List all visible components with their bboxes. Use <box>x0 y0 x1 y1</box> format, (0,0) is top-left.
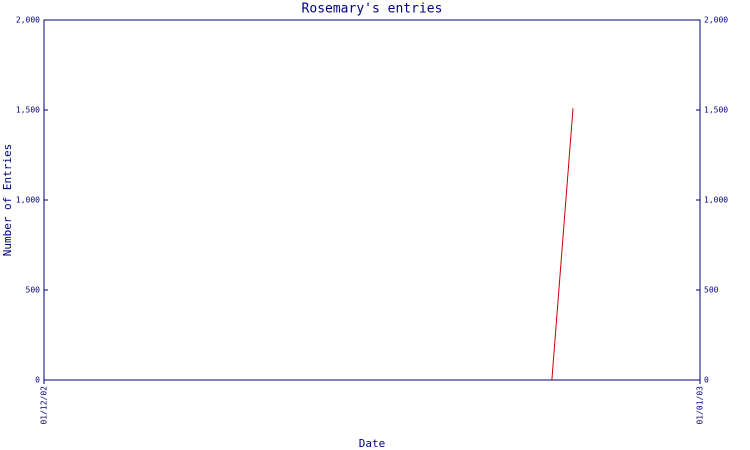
x-tick-label: 01/12/02 <box>40 386 49 425</box>
data-line <box>551 108 574 381</box>
y-tick-label: 1,500 <box>16 106 40 115</box>
x-axis-label: Date <box>359 437 386 450</box>
y2-tick-label: 2,000 <box>704 16 728 25</box>
y2-tick-label: 0 <box>704 376 709 385</box>
y-tick-label: 500 <box>26 286 41 295</box>
y-tick-label: 0 <box>35 376 40 385</box>
y-tick-label: 1,000 <box>16 196 40 205</box>
y2-tick-label: 1,000 <box>704 196 728 205</box>
y2-tick-label: 1,500 <box>704 106 728 115</box>
y-tick-label: 2,000 <box>16 16 40 25</box>
y2-tick-label: 500 <box>704 286 719 295</box>
y-axis-label: Number of Entries <box>1 144 14 257</box>
x-tick-label: 01/01/03 <box>696 386 705 425</box>
plot-frame <box>43 19 701 381</box>
chart-title: Rosemary's entries <box>302 2 443 17</box>
